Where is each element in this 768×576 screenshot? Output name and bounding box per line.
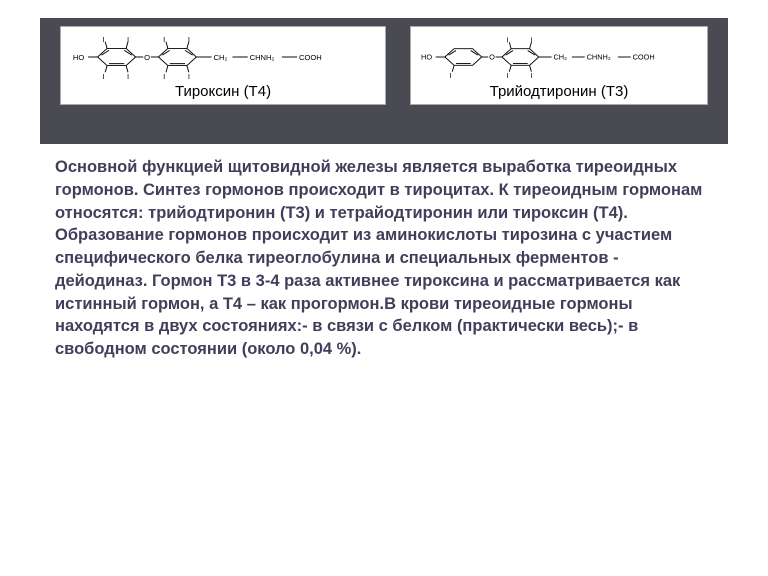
atom-i: I bbox=[188, 72, 190, 81]
chem-structure-t3: HO O CH₂ CHNH₂ COOH I I I I I bbox=[421, 33, 697, 81]
atom-o: O bbox=[144, 53, 150, 62]
body-text: Основной функцией щитовидной железы явля… bbox=[55, 156, 715, 361]
atom-i: I bbox=[127, 35, 129, 44]
formula-box-t3: HO O CH₂ CHNH₂ COOH I I I I I Трийодтиро… bbox=[410, 26, 708, 105]
atom-i: I bbox=[102, 72, 104, 81]
atom-i: I bbox=[188, 35, 190, 44]
atom-i: I bbox=[507, 35, 509, 44]
chem-structure-t4: HO O CH₂ CHNH₂ COOH I I I I I I I I bbox=[71, 33, 375, 81]
atom-i: I bbox=[163, 72, 165, 81]
atom-i: I bbox=[450, 71, 452, 80]
atom-ho: HO bbox=[73, 53, 84, 62]
formula-label-t3: Трийодтиронин (Т3) bbox=[490, 83, 629, 100]
atom-cooh: COOH bbox=[299, 53, 322, 62]
atom-chnh2: CHNH₂ bbox=[250, 53, 275, 62]
atom-ch2: CH₂ bbox=[214, 53, 228, 62]
atom-i: I bbox=[530, 35, 532, 44]
atom-i: I bbox=[530, 71, 532, 80]
atom-i: I bbox=[507, 71, 509, 80]
slide: HO O CH₂ CHNH₂ COOH I I I I I I I I Тиро… bbox=[0, 0, 768, 576]
atom-i: I bbox=[163, 35, 165, 44]
atom-ho: HO bbox=[421, 53, 432, 62]
atom-ch2: CH₂ bbox=[553, 53, 567, 62]
formula-label-t4: Тироксин (Т4) bbox=[175, 83, 271, 100]
atom-i: I bbox=[102, 35, 104, 44]
atom-chnh2: CHNH₂ bbox=[587, 53, 611, 62]
formula-box-t4: HO O CH₂ CHNH₂ COOH I I I I I I I I Тиро… bbox=[60, 26, 386, 105]
atom-o: O bbox=[489, 53, 495, 62]
formula-row: HO O CH₂ CHNH₂ COOH I I I I I I I I Тиро… bbox=[60, 26, 708, 105]
atom-cooh: COOH bbox=[633, 53, 655, 62]
atom-i: I bbox=[127, 72, 129, 81]
